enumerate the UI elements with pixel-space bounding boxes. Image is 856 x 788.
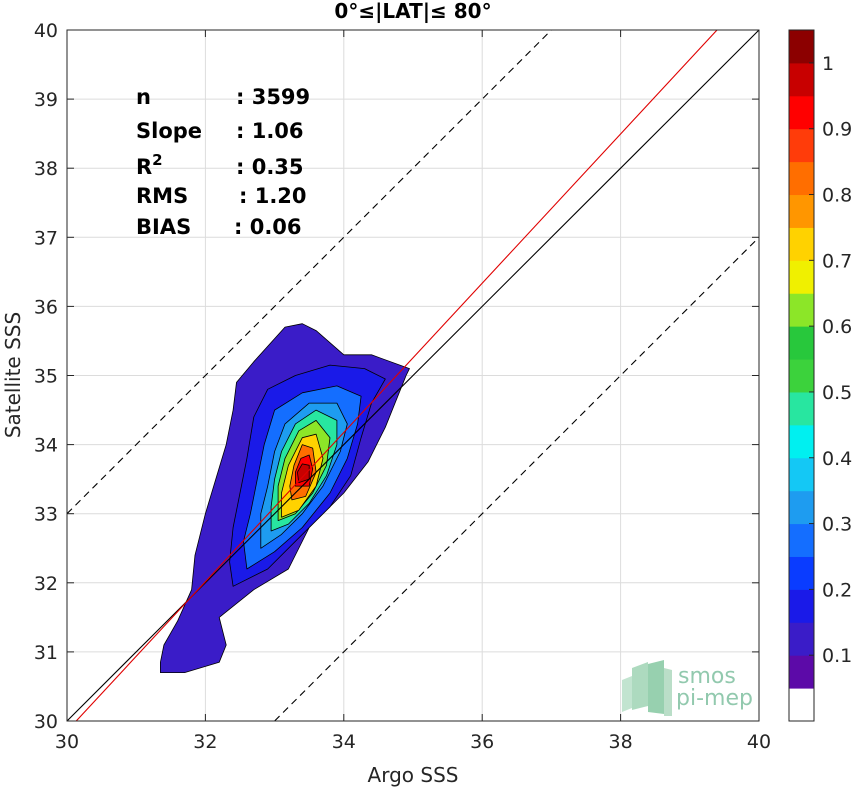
stat-value: : 0.35 [236, 155, 304, 179]
colorbar-segment [789, 62, 814, 97]
x-axis-label: Argo SSS [368, 763, 459, 787]
density-contour [297, 463, 310, 483]
logo-wave-2 [632, 662, 648, 710]
colorbar-segment [789, 556, 814, 590]
x-tick-label: 34 [332, 731, 356, 753]
colorbar-tick-label: 0.9 [822, 119, 852, 141]
colorbar-tick-label: 1 [822, 53, 834, 75]
stat-value: : 3599 [236, 85, 310, 109]
colorbar-segment [789, 622, 814, 656]
logo-wave-1 [622, 676, 632, 712]
colorbar-tick-label: 0.2 [822, 579, 852, 601]
stat-value: : 1.20 [239, 184, 307, 208]
stat-label: BIAS [136, 215, 191, 239]
y-tick-label: 33 [34, 504, 58, 526]
x-tick-label: 36 [470, 731, 494, 753]
colorbar-segment [789, 589, 814, 623]
colorbar-segment [789, 391, 814, 426]
colorbar-segment [789, 359, 814, 393]
colorbar-tick-label: 0.4 [822, 448, 852, 470]
stat-superscript: 2 [152, 151, 162, 169]
y-tick-label: 35 [34, 366, 58, 388]
colorbar-segment [789, 161, 814, 196]
stat-label: Slope [136, 119, 202, 143]
logo-text-pimep: pi-mep [676, 686, 753, 711]
colorbar-segment [789, 326, 814, 360]
colorbar-segment [789, 688, 814, 722]
lower-dashed-line [274, 236, 759, 721]
x-tick-label: 32 [193, 731, 217, 753]
stat-label: n [136, 85, 151, 109]
plot-frame [66, 29, 760, 722]
colorbar-segment [789, 194, 814, 228]
y-tick-label: 30 [34, 711, 58, 733]
y-axis-label: Satellite SSS [1, 312, 25, 438]
colorbar-segment [789, 227, 814, 261]
colorbar-tick-label: 0.7 [822, 250, 852, 272]
y-tick-label: 40 [34, 20, 58, 42]
density-contours [160, 323, 410, 673]
colorbar-tick-label: 0.5 [822, 382, 852, 404]
y-tick-label: 34 [34, 435, 58, 457]
y-tick-label: 37 [34, 227, 58, 249]
x-tick-label: 40 [747, 731, 771, 753]
colorbar-segment [789, 424, 814, 459]
smos-pi-mep-logo: smos pi-mep [622, 660, 753, 716]
colorbar-tick-label: 0.6 [822, 316, 852, 338]
stat-value: : 0.06 [234, 215, 302, 239]
y-tick-label: 31 [34, 642, 58, 664]
reference-lines [67, 30, 759, 721]
y-tick-label: 36 [34, 296, 58, 318]
colorbar-segment [789, 490, 814, 525]
colorbar-segment [789, 95, 814, 130]
colorbar-segment [789, 523, 814, 557]
x-tick-labels: 30 32 34 36 38 40 [55, 731, 771, 753]
regression-line [71, 30, 738, 721]
colorbar-tick-label: 0.1 [822, 645, 852, 667]
x-tick-label: 38 [609, 731, 633, 753]
logo-wave-4 [664, 668, 672, 716]
colorbar-tick-labels: 0.1 0.2 0.3 0.4 0.5 0.6 0.7 0.8 0.9 1 [809, 53, 852, 667]
stat-value: : 1.06 [236, 119, 304, 143]
colorbar-frame [788, 29, 815, 722]
colorbar-tick-label: 0.3 [822, 514, 852, 536]
logo-text-smos: smos [678, 664, 736, 689]
colorbar-tick-label: 0.8 [822, 185, 852, 207]
y-tick-label: 38 [34, 158, 58, 180]
upper-dashed-line [67, 30, 552, 515]
colorbar-segment [789, 293, 814, 327]
y-tick-labels: 30 31 32 33 34 35 36 37 38 39 40 [34, 20, 58, 733]
colorbar-segment [789, 655, 814, 689]
stat-label: RMS [136, 184, 188, 208]
y-tick-label: 39 [34, 89, 58, 111]
colorbar-segment [789, 30, 814, 64]
logo-wave-3 [648, 660, 664, 714]
colorbar-segment [789, 128, 814, 163]
colorbar-segment [789, 260, 814, 294]
x-tick-label: 30 [55, 731, 79, 753]
colorbar [789, 30, 814, 722]
chart-title: 0°≤|LAT|≤ 80° [334, 0, 491, 23]
y-tick-label: 32 [34, 573, 58, 595]
colorbar-segment [789, 457, 814, 492]
